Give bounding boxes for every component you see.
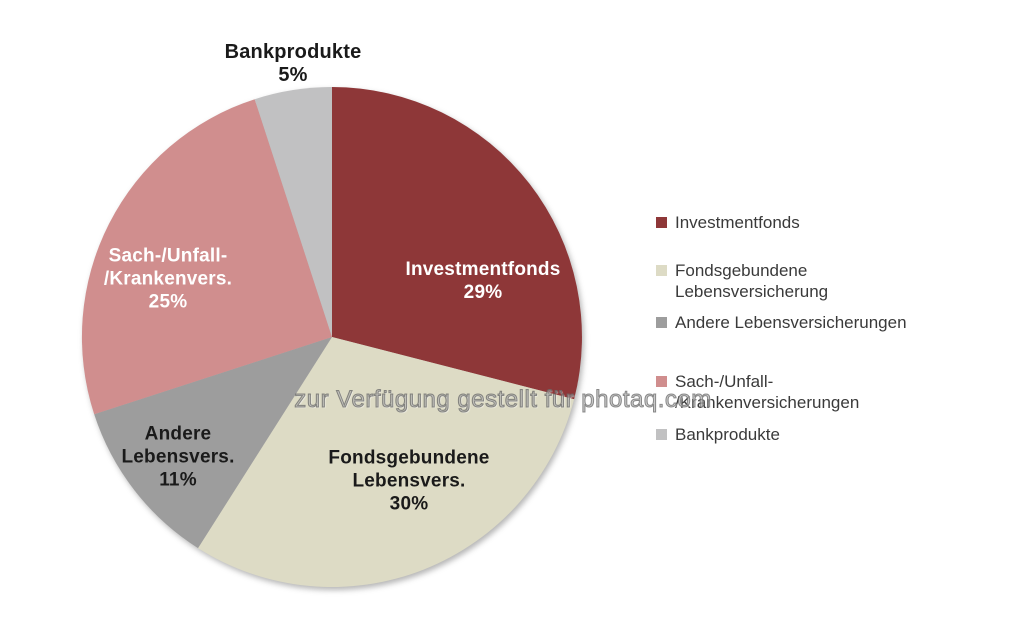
legend-item-andere-lebensversicherungen: Andere Lebensversicherungen [656,312,907,333]
legend-swatch-investmentfonds [656,217,667,228]
legend-swatch-fondsgebundene-lebensversicherung [656,265,667,276]
legend-swatch-sach-unfall-krankenversicherungen [656,376,667,387]
legend-label-bankprodukte: Bankprodukte [675,425,780,444]
legend-swatch-andere-lebensversicherungen [656,317,667,328]
legend-swatch-bankprodukte [656,429,667,440]
pie-slice-sach-unfall-krankenversicherungen [81,99,332,415]
legend-label-fondsgebundene-lebensversicherung: Fondsgebundene Lebensversicherung [675,261,829,301]
pie-slice-fondsgebundene-lebensversicherung [198,337,575,588]
legend-item-sach-unfall-krankenversicherungen: Sach-/Unfall- /Krankenversicherungen [656,371,859,413]
legend-item-investmentfonds: Investmentfonds [656,212,800,233]
pie-label-bankprodukte: Bankprodukte 5% [224,41,362,86]
legend-label-andere-lebensversicherungen: Andere Lebensversicherungen [675,313,907,332]
pie-label-sach-unfall-krankenversicherungen: Sach-/Unfall- /Krankenvers. 25% [103,245,233,313]
legend-label-sach-unfall-krankenversicherungen: Sach-/Unfall- /Krankenversicherungen [675,372,860,412]
pie-slice-bankprodukte [254,86,332,338]
pie-label-fondsgebundene-lebensversicherung: Fondsgebundene Lebensvers. 30% [328,447,490,515]
legend-label-investmentfonds: Investmentfonds [675,213,800,232]
legend-item-fondsgebundene-lebensversicherung: Fondsgebundene Lebensversicherung [656,260,828,302]
pie-slice-andere-lebensversicherungen [94,337,332,549]
pie-label-investmentfonds: Investmentfonds 29% [405,259,561,303]
pie-label-andere-lebensversicherungen: Andere Lebensvers. 11% [121,423,235,491]
pie-slice-investmentfonds [332,87,582,400]
legend-item-bankprodukte: Bankprodukte [656,424,780,445]
watermark-text: zur Verfügung gestellt für photaq.com [294,386,712,414]
